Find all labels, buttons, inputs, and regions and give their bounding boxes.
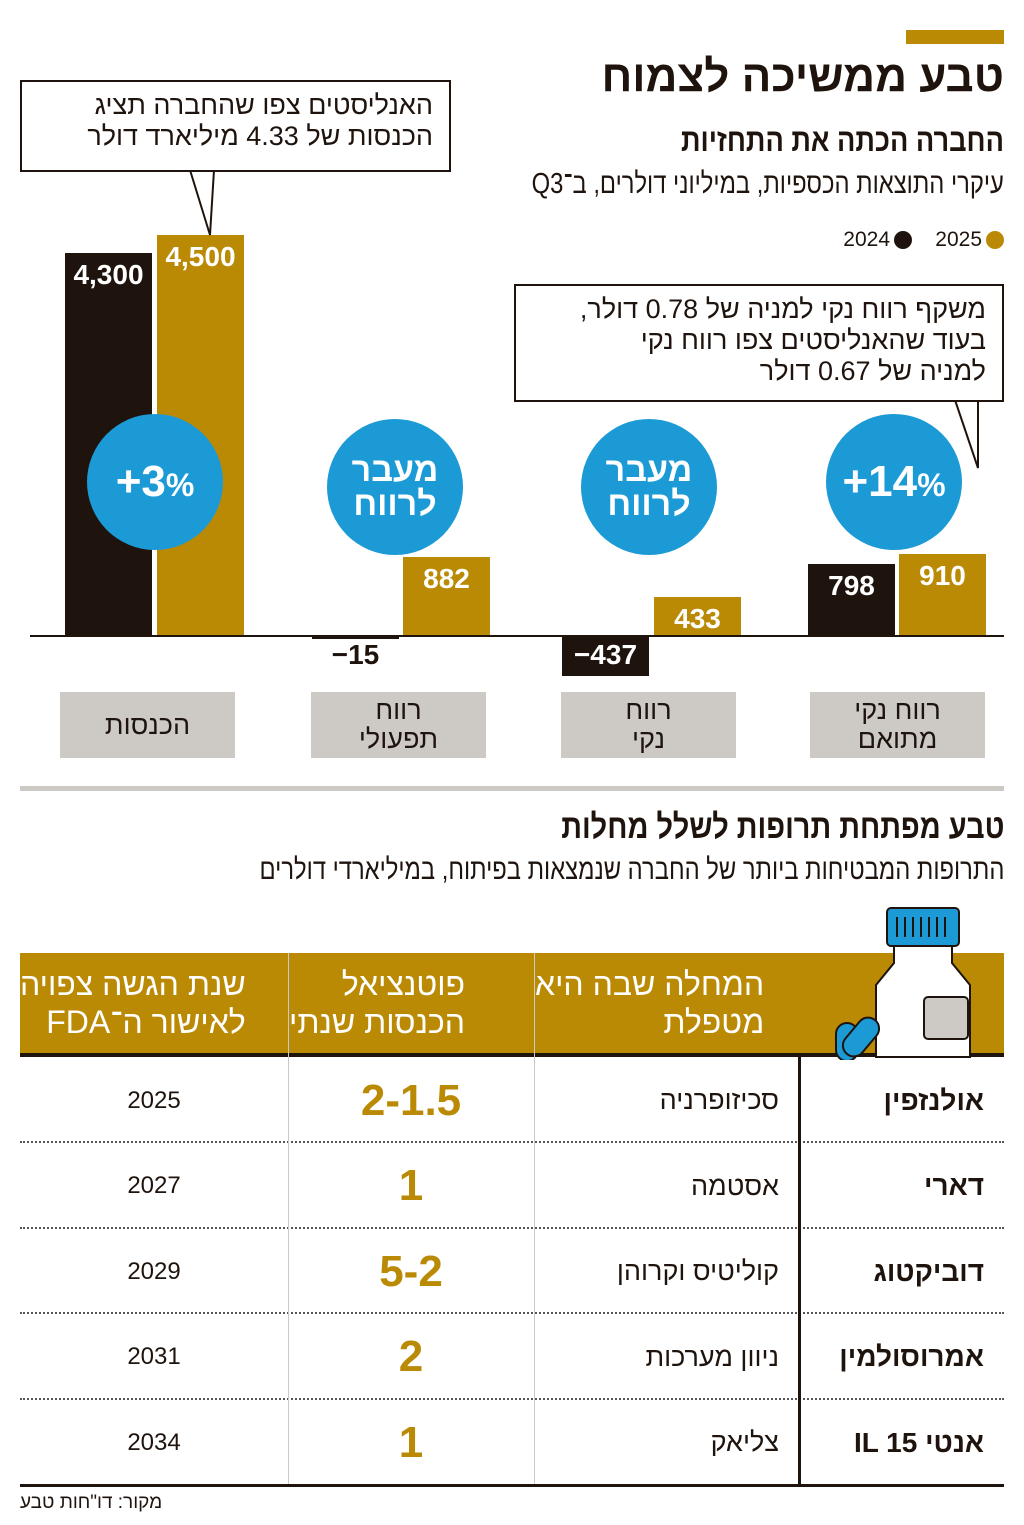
bar-value-label: 4,300	[73, 258, 144, 290]
disease: סכיזופרניה	[659, 1085, 779, 1115]
bar-value-label: −15	[331, 639, 380, 670]
category-label: רווח תפעולי	[311, 692, 486, 758]
bar-2025-2	[654, 596, 741, 635]
category-line: רווח	[625, 695, 672, 725]
drug-name: דוביקטוג	[873, 1255, 984, 1287]
header-line: לאישור ה־FDA	[46, 1004, 246, 1040]
legend-2025: 2025	[935, 228, 1004, 252]
badge-line: מעבר	[351, 451, 439, 489]
fda-year: 2031	[127, 1343, 181, 1370]
fda-year: 2029	[127, 1257, 181, 1285]
badge-line: מעבר	[605, 451, 693, 489]
table-row: דארי אסטמה 1 2027	[20, 1144, 1004, 1229]
section-title: טבע מפתחת תרופות לשלל מחלות	[560, 808, 1004, 846]
bar-2025-1	[403, 556, 490, 635]
change-badge: מעבר לרווח	[327, 419, 463, 555]
callout-tails	[189, 169, 979, 469]
callout-eps-forecast: משקף רווח נקי למניה של 0.78 דולר, בעוד ש…	[514, 284, 1004, 402]
revenue-potential: 1	[398, 1161, 424, 1210]
header-fda-year: שנת הגשה צפויה לאישור ה־FDA	[20, 953, 289, 1053]
category-line: תפעולי	[358, 724, 439, 754]
page-title: טבע ממשיכה לצמוח	[601, 52, 1004, 101]
change-badge: מעבר לרווח	[581, 419, 717, 555]
section-divider	[20, 786, 1004, 791]
bar-2025-3	[899, 554, 986, 635]
category-line: הכנסות	[104, 709, 191, 740]
revenue-potential: 2-1.5	[360, 1075, 462, 1125]
medicine-bottle-icon	[835, 907, 971, 1060]
legend-2024: 2024	[843, 228, 912, 252]
bar-2024-1	[312, 637, 399, 639]
change-badge: +14%	[826, 414, 962, 550]
category-line: רווח	[375, 695, 422, 725]
table-bottom-rule	[20, 1484, 1004, 1487]
disease: ניוון מערכות	[645, 1341, 779, 1372]
bar-value-label: 798	[828, 570, 875, 602]
source-note: מקור: דו"חות טבע	[20, 1492, 163, 1513]
section-subtitle: התרופות המבטיחות ביותר של החברה שנמצאות …	[259, 854, 1004, 886]
category-line: נקי	[632, 724, 665, 754]
legend-dot-icon	[986, 231, 1004, 249]
column-divider	[288, 953, 289, 1485]
table-row: אולנזפין סכיזופרניה 2-1.5 2025	[20, 1058, 1004, 1143]
header-line: הכנסות שנתי	[289, 1004, 466, 1040]
chart-description: עיקרי התוצאות הכספיות, במיליוני דולרים, …	[531, 168, 1004, 200]
header-line: מטפלת	[663, 1004, 765, 1040]
bar-value-label: 882	[423, 562, 470, 594]
bar-chart: 4,300 4,500 +3% הכנסות −15 882 מעבר לרווח רווח תפ…	[30, 235, 1004, 758]
category-label: רווח נקי מתואם	[810, 692, 985, 758]
legend-label: 2025	[935, 228, 982, 251]
chart-subtitle: החברה הכתה את התחזיות	[681, 122, 1004, 158]
category-line: מתואם	[857, 724, 938, 754]
drug-name: אנטי IL 15	[854, 1426, 984, 1458]
bar-value-label: 433	[674, 602, 721, 634]
accent-bar	[906, 30, 1004, 44]
revenue-potential: 2	[398, 1332, 424, 1381]
column-divider	[534, 953, 535, 1485]
callout-revenue-forecast: האנליסטים צפו שהחברה תציג הכנסות של 4.33…	[20, 80, 451, 172]
drug-name: אמרוסולמין	[839, 1341, 984, 1372]
bar-value-label: −437	[573, 639, 638, 670]
badge-line: לרווח	[607, 485, 691, 523]
disease: קוליטיס וקרוהן	[616, 1256, 779, 1286]
header-potential: פוטנציאל הכנסות שנתי	[289, 953, 535, 1053]
category-label: הכנסות	[60, 692, 235, 758]
bar-value-label: 4,500	[165, 241, 236, 272]
category-label: רווח נקי	[561, 692, 736, 758]
fda-year: 2025	[127, 1086, 181, 1114]
legend-label: 2024	[843, 228, 890, 251]
revenue-potential: 1	[398, 1417, 424, 1467]
fda-year: 2027	[127, 1172, 181, 1199]
bar-2024-3	[808, 564, 895, 635]
callout-line: הכנסות של 4.33 מיליארד דולר	[87, 121, 433, 151]
callout-line: בעוד שהאנליסטים צפו רווח נקי	[640, 325, 986, 355]
drug-name: דארי	[924, 1170, 984, 1201]
header-disease: המחלה שבה היא מטפלת	[535, 953, 800, 1053]
category-line: רווח נקי	[854, 695, 941, 725]
callout-line: האנליסטים צפו שהחברה תציג	[94, 90, 433, 120]
badge-line: לרווח	[353, 485, 437, 523]
disease: אסטמה	[691, 1170, 779, 1201]
bar-2024-2	[562, 637, 649, 676]
badge-value: +14%	[842, 457, 946, 506]
callout-line: משקף רווח נקי למניה של 0.78 דולר,	[579, 294, 986, 324]
fda-year: 2034	[127, 1428, 181, 1456]
header-line: פוטנציאל	[341, 966, 466, 1002]
zero-axis	[30, 635, 1004, 637]
table-row: אנטי IL 15 צליאק 1 2034	[20, 1400, 1004, 1485]
column-divider	[798, 1057, 801, 1485]
revenue-potential: 5-2	[379, 1246, 443, 1296]
drug-name: אולנזפין	[883, 1084, 984, 1116]
table-row: דוביקטוג קוליטיס וקרוהן 5-2 2029	[20, 1229, 1004, 1314]
badge-value: +3%	[115, 457, 195, 506]
callout-line: למניה של 0.67 דולר	[759, 356, 986, 386]
disease: צליאק	[710, 1427, 779, 1457]
bar-value-label: 910	[919, 560, 966, 592]
table-row: אמרוסולמין ניוון מערכות 2 2031	[20, 1315, 1004, 1400]
legend-dot-icon	[894, 231, 912, 249]
change-badge: +3%	[87, 414, 223, 550]
header-line: שנת הגשה צפויה	[20, 966, 246, 1002]
header-line: המחלה שבה היא	[535, 966, 765, 1002]
